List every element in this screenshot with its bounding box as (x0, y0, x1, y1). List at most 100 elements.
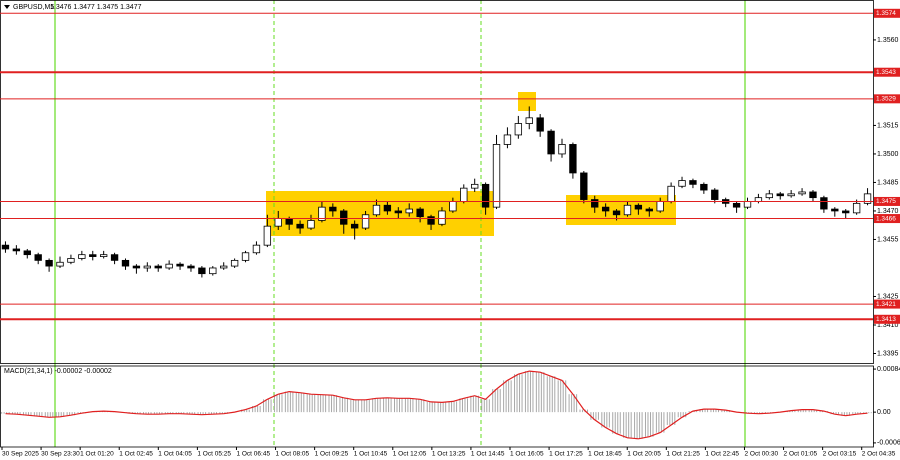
candle-body (438, 210, 446, 225)
candle-body (45, 259, 53, 267)
candle-body (427, 216, 435, 225)
y-tick-label: 1.3455 (877, 236, 899, 243)
candle-body (110, 254, 119, 261)
candle-body (78, 254, 86, 259)
candle-body (307, 220, 315, 229)
y-tick-label: 1.3425 (877, 293, 899, 300)
candle-body (263, 225, 272, 246)
candle-body (765, 193, 774, 199)
candle-body (1, 244, 10, 250)
candle-body (329, 206, 337, 212)
level-tag (874, 196, 900, 206)
level-tag (874, 94, 900, 104)
candle-body (34, 254, 42, 261)
x-tick-label: 1 Oct 14:45 (471, 451, 505, 458)
y-tick-label: 1.3560 (877, 37, 899, 44)
x-tick-label: 1 Oct 12:05 (393, 451, 427, 458)
candle-body (383, 204, 392, 212)
level-tag (874, 214, 900, 224)
candle-body (405, 208, 413, 214)
candle-body (656, 201, 664, 212)
level-tag (874, 8, 900, 18)
x-tick-label: 2 Oct 00:30 (744, 451, 778, 458)
x-tick-label: 1 Oct 18:45 (588, 451, 622, 458)
candle-body (711, 189, 719, 200)
x-tick-label: 1 Oct 13:25 (432, 451, 466, 458)
level-label: 1.3543 (876, 69, 896, 76)
level-label: 1.3421 (876, 301, 896, 308)
level-tag (874, 67, 900, 77)
macd-frame (0, 365, 874, 448)
candle-body (340, 210, 348, 225)
candle-body (198, 267, 206, 275)
y-tick-label: 1.3500 (877, 151, 899, 158)
y-tick-label: 1.3485 (877, 179, 899, 186)
candle-body (416, 208, 424, 218)
high-box (518, 92, 536, 111)
x-tick-label: 1 Oct 02:45 (119, 451, 153, 458)
symbol: GBPUSD,M5 (13, 4, 54, 11)
candle-body (492, 144, 501, 208)
x-tick-label: 1 Oct 09:25 (315, 451, 349, 458)
candle-body (591, 199, 599, 208)
candle-body (12, 248, 21, 252)
candle-body (176, 263, 184, 267)
candle-body (558, 144, 566, 155)
x-tick-label: 1 Oct 17:25 (549, 451, 583, 458)
candle-body (372, 204, 381, 216)
level-label: 1.3413 (876, 316, 896, 323)
candle-body (318, 206, 326, 221)
y-tick-label: 1.3470 (877, 208, 899, 215)
candle-body (241, 252, 250, 261)
candle-body (252, 244, 261, 254)
y-tick-label: 0.00 (877, 409, 891, 416)
y-tick-label: 1.3410 (877, 322, 899, 329)
x-tick-label: 2 Oct 01:05 (784, 451, 818, 458)
candle-body (634, 204, 643, 210)
candle-body (449, 201, 457, 212)
candle-body (623, 204, 632, 216)
candle-body (143, 265, 151, 269)
x-tick-label: 1 Oct 10:45 (354, 451, 388, 458)
candle-body (296, 223, 304, 229)
candle-body (394, 210, 402, 214)
candle-body (471, 183, 479, 189)
candle-body (230, 259, 239, 267)
x-tick-label: 2 Oct 03:15 (823, 451, 857, 458)
candle-body (601, 206, 610, 212)
candle-body (220, 265, 228, 269)
candle-body (820, 197, 828, 210)
candle-body (460, 187, 468, 202)
x-tick-label: 1 Oct 21:25 (666, 451, 700, 458)
candle-body (842, 210, 850, 214)
macd-title: MACD(21,34,1) -0.00002 -0.00002 (4, 368, 112, 375)
candle-body (689, 180, 697, 185)
level-tag (874, 314, 900, 324)
x-tick-label: 2 Oct 04:35 (862, 451, 896, 458)
candle-body (132, 265, 141, 269)
candle-body (667, 185, 675, 202)
candle-body (514, 123, 523, 136)
x-tick-label: 30 Sep 2025 (2, 451, 39, 458)
level-label: 1.3466 (876, 215, 896, 222)
candle-body (285, 218, 293, 225)
candle-body (187, 265, 195, 269)
candle-body (743, 201, 752, 208)
candle-body (787, 193, 795, 197)
y-tick-label: -0.0006 (877, 440, 900, 447)
candle-body (612, 210, 621, 216)
candle-body (754, 197, 763, 202)
x-tick-label: 1 Oct 16:05 (510, 451, 544, 458)
candle-body (580, 172, 588, 200)
level-tag (874, 299, 900, 309)
candle-body (481, 183, 490, 208)
candle-body (732, 202, 741, 208)
candle-body (361, 214, 370, 229)
candle-body (99, 254, 108, 257)
candle-body (547, 130, 555, 155)
candle-body (154, 265, 162, 269)
candle-body (56, 261, 64, 267)
menu-arrow (4, 5, 10, 9)
y-tick-label: 0.00084 (877, 366, 900, 373)
